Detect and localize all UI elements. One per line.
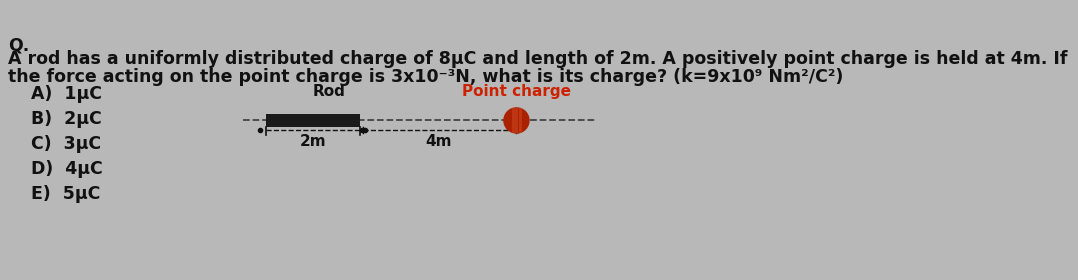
Text: the force acting on the point charge is 3x10⁻³N, what is its charge? (k=9x10⁹ Nm: the force acting on the point charge is … bbox=[8, 68, 843, 86]
Text: B)  2μC: B) 2μC bbox=[31, 110, 102, 128]
Text: 2m: 2m bbox=[300, 134, 327, 149]
Text: C)  3μC: C) 3μC bbox=[31, 135, 101, 153]
Circle shape bbox=[503, 108, 529, 133]
Text: Point charge: Point charge bbox=[462, 83, 571, 99]
Text: A)  1μC: A) 1μC bbox=[31, 85, 102, 103]
Text: Rod: Rod bbox=[313, 83, 346, 99]
Text: D)  4μC: D) 4μC bbox=[31, 160, 103, 178]
Bar bbox=[266, 114, 360, 127]
Text: Q.: Q. bbox=[8, 37, 29, 55]
Text: A rod has a uniformly distributed charge of 8μC and length of 2m. A positively p: A rod has a uniformly distributed charge… bbox=[8, 50, 1067, 68]
Text: 4m: 4m bbox=[425, 134, 452, 149]
Text: E)  5μC: E) 5μC bbox=[31, 185, 100, 203]
